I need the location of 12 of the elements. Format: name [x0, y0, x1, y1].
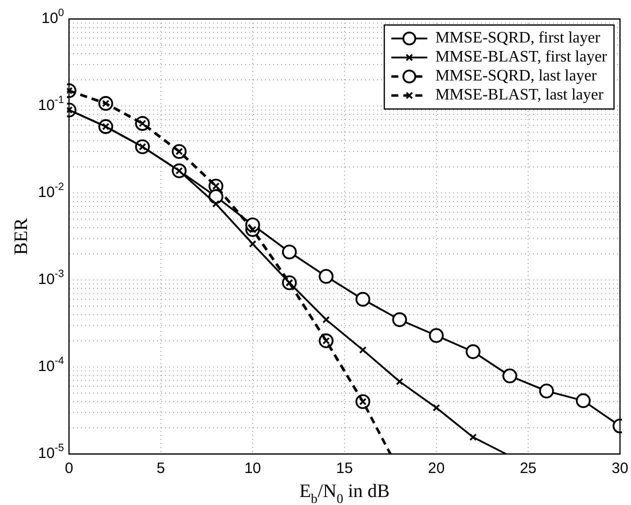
x-tick-label: 0 [64, 460, 74, 478]
y-axis-title: BER [10, 218, 32, 255]
x-tick-label: 5 [156, 460, 166, 478]
legend-label: MMSE-SQRD, first layer [435, 30, 601, 47]
x-tick-label: 30 [612, 460, 628, 478]
x-tick-label: 25 [520, 460, 537, 478]
legend-label: MMSE-SQRD, last layer [435, 68, 598, 85]
x-tick-label: 10 [244, 460, 262, 478]
legend-label: MMSE-BLAST, first layer [435, 48, 608, 66]
x-tick-label: 15 [336, 460, 353, 478]
x-tick-label: 20 [428, 460, 445, 478]
legend-label: MMSE-BLAST, last layer [435, 86, 604, 104]
